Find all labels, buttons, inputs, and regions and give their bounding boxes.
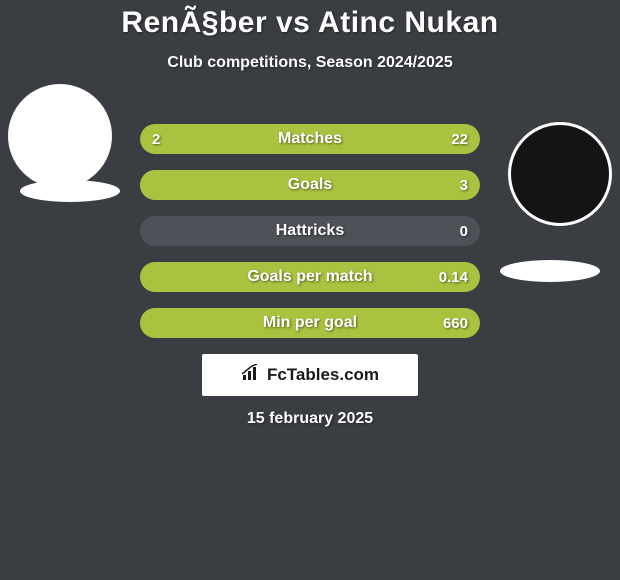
bar-fill-right [140,308,480,338]
player-right-avatar [508,122,612,226]
bar-fill-left [140,124,201,154]
bar-value-left: 2 [152,124,160,154]
logo-label: FcTables.com [267,365,379,385]
page-title: RenÃ§ber vs Atinc Nukan [0,0,620,40]
page-subtitle: Club competitions, Season 2024/2025 [0,54,620,72]
bar-hattricks: Hattricks 0 [140,216,480,246]
comparison-bars: 2 Matches 22 Goals 3 Hattricks 0 Goals p… [140,124,480,354]
comparison-infographic: RenÃ§ber vs Atinc Nukan Club competition… [0,0,620,580]
bar-value-right: 0 [460,216,468,246]
fctables-logo: FcTables.com [202,354,418,396]
bar-value-right: 3 [460,170,468,200]
bar-min-per-goal: Min per goal 660 [140,308,480,338]
bar-goals-per-match: Goals per match 0.14 [140,262,480,292]
bar-fill-right [140,262,480,292]
bar-goals: Goals 3 [140,170,480,200]
logo-text: FcTables.com [241,364,379,387]
bar-value-right: 22 [451,124,468,154]
player-left-avatar [8,84,112,188]
date-text: 15 february 2025 [0,410,620,428]
bar-value-right: 660 [443,308,468,338]
bar-fill-right [201,124,480,154]
bar-label: Hattricks [140,216,480,246]
bar-chart-icon [241,364,263,387]
bar-value-right: 0.14 [439,262,468,292]
player-right-shadow [500,260,600,282]
player-left-shadow [20,180,120,202]
bar-matches: 2 Matches 22 [140,124,480,154]
bar-fill-right [140,170,480,200]
